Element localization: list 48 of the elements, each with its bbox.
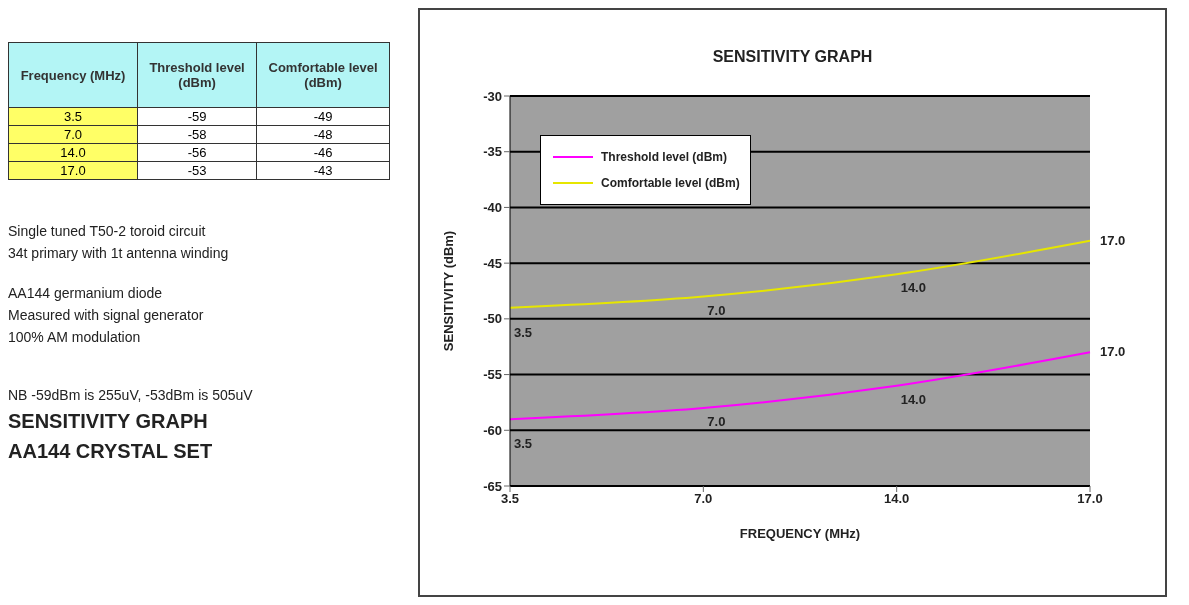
text: Single tuned T50-2 toroid circuit (8, 222, 207, 241)
legend-label: Threshold level (dBm) (601, 150, 728, 164)
y-tick-label: -55 (483, 367, 502, 383)
y-tick-label: -50 (483, 311, 502, 327)
y-tick-label: -45 (483, 255, 502, 271)
annotation: 14.0 (900, 391, 926, 407)
data-label: -46 (256, 143, 390, 162)
x-tick-label: 3.5 (500, 491, 520, 507)
y-tick-label: -30 (483, 88, 502, 104)
y-tick-label: -65 (483, 478, 502, 494)
data-label: -56 (137, 143, 257, 162)
chart-title: SENSITIVITY GRAPH (711, 48, 874, 66)
y-axis-title: SENSITIVITY (dBm) (440, 230, 456, 352)
category-label: 7.0 (8, 125, 138, 144)
x-axis-title: FREQUENCY (MHz) (739, 526, 861, 541)
annotation: 7.0 (707, 302, 726, 318)
annotation: 3.5 (514, 436, 533, 452)
category-label: 3.5 (8, 107, 138, 126)
x-tick-label: 17.0 (1077, 491, 1103, 507)
data-label: -59 (137, 107, 257, 126)
data-label: -43 (256, 161, 390, 180)
text: AA144 germanium diode (8, 284, 164, 303)
annotation: 3.5 (514, 324, 533, 340)
text: Comfortable level (dBm) (256, 42, 390, 108)
data-label: -49 (256, 107, 390, 126)
annotation: 7.0 (707, 414, 726, 429)
text: Measured with signal generator (8, 306, 205, 325)
text: SENSITIVITY GRAPH (8, 409, 209, 434)
category-label: 14.0 (8, 143, 138, 162)
text: Frequency (MHz) (8, 42, 138, 108)
y-tick-label: -60 (483, 422, 502, 438)
annotation: 17.0 (1100, 344, 1126, 360)
annotation: 17.0 (1100, 232, 1126, 248)
text: NB -59dBm is 255uV, -53dBm is 505uV (8, 386, 254, 405)
x-tick-label: 14.0 (884, 491, 910, 507)
category-label: 17.0 (8, 161, 138, 180)
data-label: -48 (256, 125, 390, 144)
annotation: 14.0 (900, 280, 926, 296)
text: AA144 CRYSTAL SET (8, 439, 214, 464)
data-label: -58 (137, 125, 257, 144)
y-tick-label: -40 (483, 200, 502, 216)
text: 34t primary with 1t antenna winding (8, 244, 230, 263)
y-tick-label: -35 (483, 144, 502, 160)
data-label: -53 (137, 161, 257, 180)
text: Threshold level (dBm) (137, 42, 257, 108)
x-tick-label: 7.0 (694, 491, 713, 507)
legend-label: Comfortable level (dBm) (601, 176, 740, 190)
text: 100% AM modulation (8, 328, 142, 347)
